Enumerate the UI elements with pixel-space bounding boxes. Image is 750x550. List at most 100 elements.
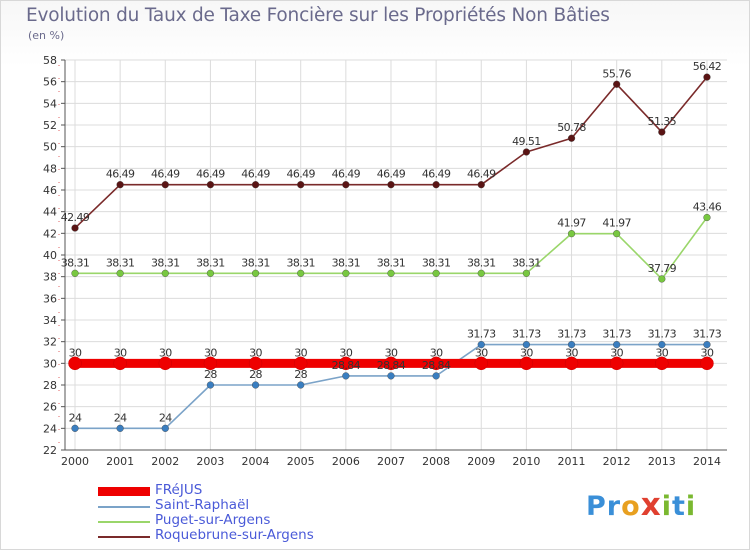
data-point — [206, 269, 215, 277]
data-point — [429, 356, 443, 371]
data-point — [477, 181, 485, 189]
data-point — [613, 340, 621, 349]
data-label: 28 — [294, 368, 307, 381]
data-label: 38.31 — [151, 256, 180, 269]
y-tick-label: 58 — [43, 54, 57, 67]
data-label: 31.73 — [693, 328, 722, 341]
data-point — [161, 269, 169, 277]
brand-letter: r — [606, 491, 622, 522]
y-tick-label: 56 — [43, 76, 57, 89]
data-label: 30 — [249, 346, 262, 359]
data-label: 31.73 — [467, 328, 496, 341]
y-tick-label: 24 — [43, 422, 57, 435]
data-label: 41.97 — [557, 217, 586, 230]
data-label: 46.49 — [196, 168, 225, 181]
data-label: 38.31 — [512, 256, 541, 269]
y-tick-label: 22 — [43, 444, 57, 457]
data-point — [613, 230, 621, 238]
data-label: 38.31 — [241, 256, 270, 269]
legend-item: Roquebrune-sur-Argens — [98, 527, 358, 544]
data-point — [522, 148, 531, 156]
y-tick-label: 34 — [43, 314, 57, 327]
y-tick-label: 52 — [43, 119, 57, 132]
y-tick-label: 44 — [43, 206, 57, 219]
data-label: 38.31 — [61, 256, 90, 269]
data-label: 30 — [294, 346, 307, 359]
data-label: 46.49 — [286, 168, 315, 181]
data-label: 46.49 — [332, 168, 361, 181]
data-label: 43.46 — [693, 201, 722, 214]
data-point — [703, 213, 711, 222]
data-label: 38.31 — [332, 256, 361, 269]
data-point — [113, 356, 127, 371]
legend-label: Roquebrune-sur-Argens — [155, 527, 314, 543]
x-tick-label: 2009 — [467, 455, 495, 468]
data-point — [477, 269, 485, 277]
data-point — [251, 381, 260, 389]
data-label: 28.84 — [422, 359, 451, 372]
y-tick-label: 42 — [43, 227, 57, 240]
data-point — [613, 80, 621, 88]
data-label: 41.97 — [602, 217, 631, 230]
data-point — [477, 340, 485, 349]
data-point — [384, 356, 398, 371]
data-label: 55.76 — [602, 67, 631, 80]
data-point — [206, 381, 215, 389]
data-label: 38.31 — [467, 256, 496, 269]
x-tick-label: 2004 — [242, 455, 270, 468]
data-point — [703, 73, 711, 81]
x-tick-label: 2010 — [512, 455, 540, 468]
data-point — [68, 356, 82, 371]
data-label: 30 — [475, 346, 488, 359]
y-tick-label: 50 — [43, 141, 57, 154]
data-label: 28.84 — [377, 359, 406, 372]
x-tick-label: 2013 — [648, 455, 676, 468]
data-point — [567, 230, 576, 238]
y-tick-label: 48 — [43, 162, 57, 175]
brand-letter: x — [640, 487, 662, 523]
data-point — [567, 340, 576, 349]
x-tick-label: 2011 — [558, 455, 586, 468]
y-tick-label: 46 — [43, 184, 57, 197]
y-tick-label: 40 — [43, 249, 57, 262]
legend-swatch — [98, 521, 150, 523]
data-point — [206, 181, 215, 189]
data-label: 31.73 — [557, 328, 586, 341]
data-point — [297, 381, 305, 389]
data-point — [474, 356, 489, 371]
data-point — [387, 269, 395, 277]
brand-letter: o — [621, 491, 641, 522]
data-label: 30 — [114, 346, 127, 359]
y-tick-label: 30 — [43, 357, 57, 370]
data-point — [339, 356, 353, 371]
data-label: 30 — [610, 346, 623, 359]
data-point — [248, 356, 263, 371]
y-tick-label: 32 — [43, 336, 57, 349]
data-label: 30 — [565, 346, 578, 359]
y-unit-label: (en %) — [28, 29, 65, 42]
data-point — [519, 356, 534, 371]
data-label: 42.49 — [61, 211, 90, 224]
data-label: 46.49 — [377, 168, 406, 181]
data-point — [71, 269, 79, 277]
legend-label: Saint-Raphaël — [155, 497, 250, 513]
y-tick-label: 28 — [43, 379, 57, 392]
data-point — [609, 356, 624, 371]
legend-item: FRéJUS — [98, 482, 358, 499]
data-point — [658, 128, 666, 136]
data-label: 56.42 — [693, 60, 722, 73]
data-point — [432, 269, 440, 277]
data-point — [161, 181, 169, 189]
x-tick-label: 2003 — [196, 455, 224, 468]
data-point — [522, 269, 531, 277]
data-label: 28 — [249, 368, 262, 381]
data-label: 46.49 — [422, 168, 451, 181]
y-tick-label: 36 — [43, 292, 57, 305]
x-tick-label: 2008 — [422, 455, 450, 468]
data-point — [342, 372, 350, 380]
data-label: 30 — [655, 346, 668, 359]
data-label: 28.84 — [332, 359, 361, 372]
data-point — [342, 269, 350, 277]
data-label: 46.49 — [106, 168, 135, 181]
